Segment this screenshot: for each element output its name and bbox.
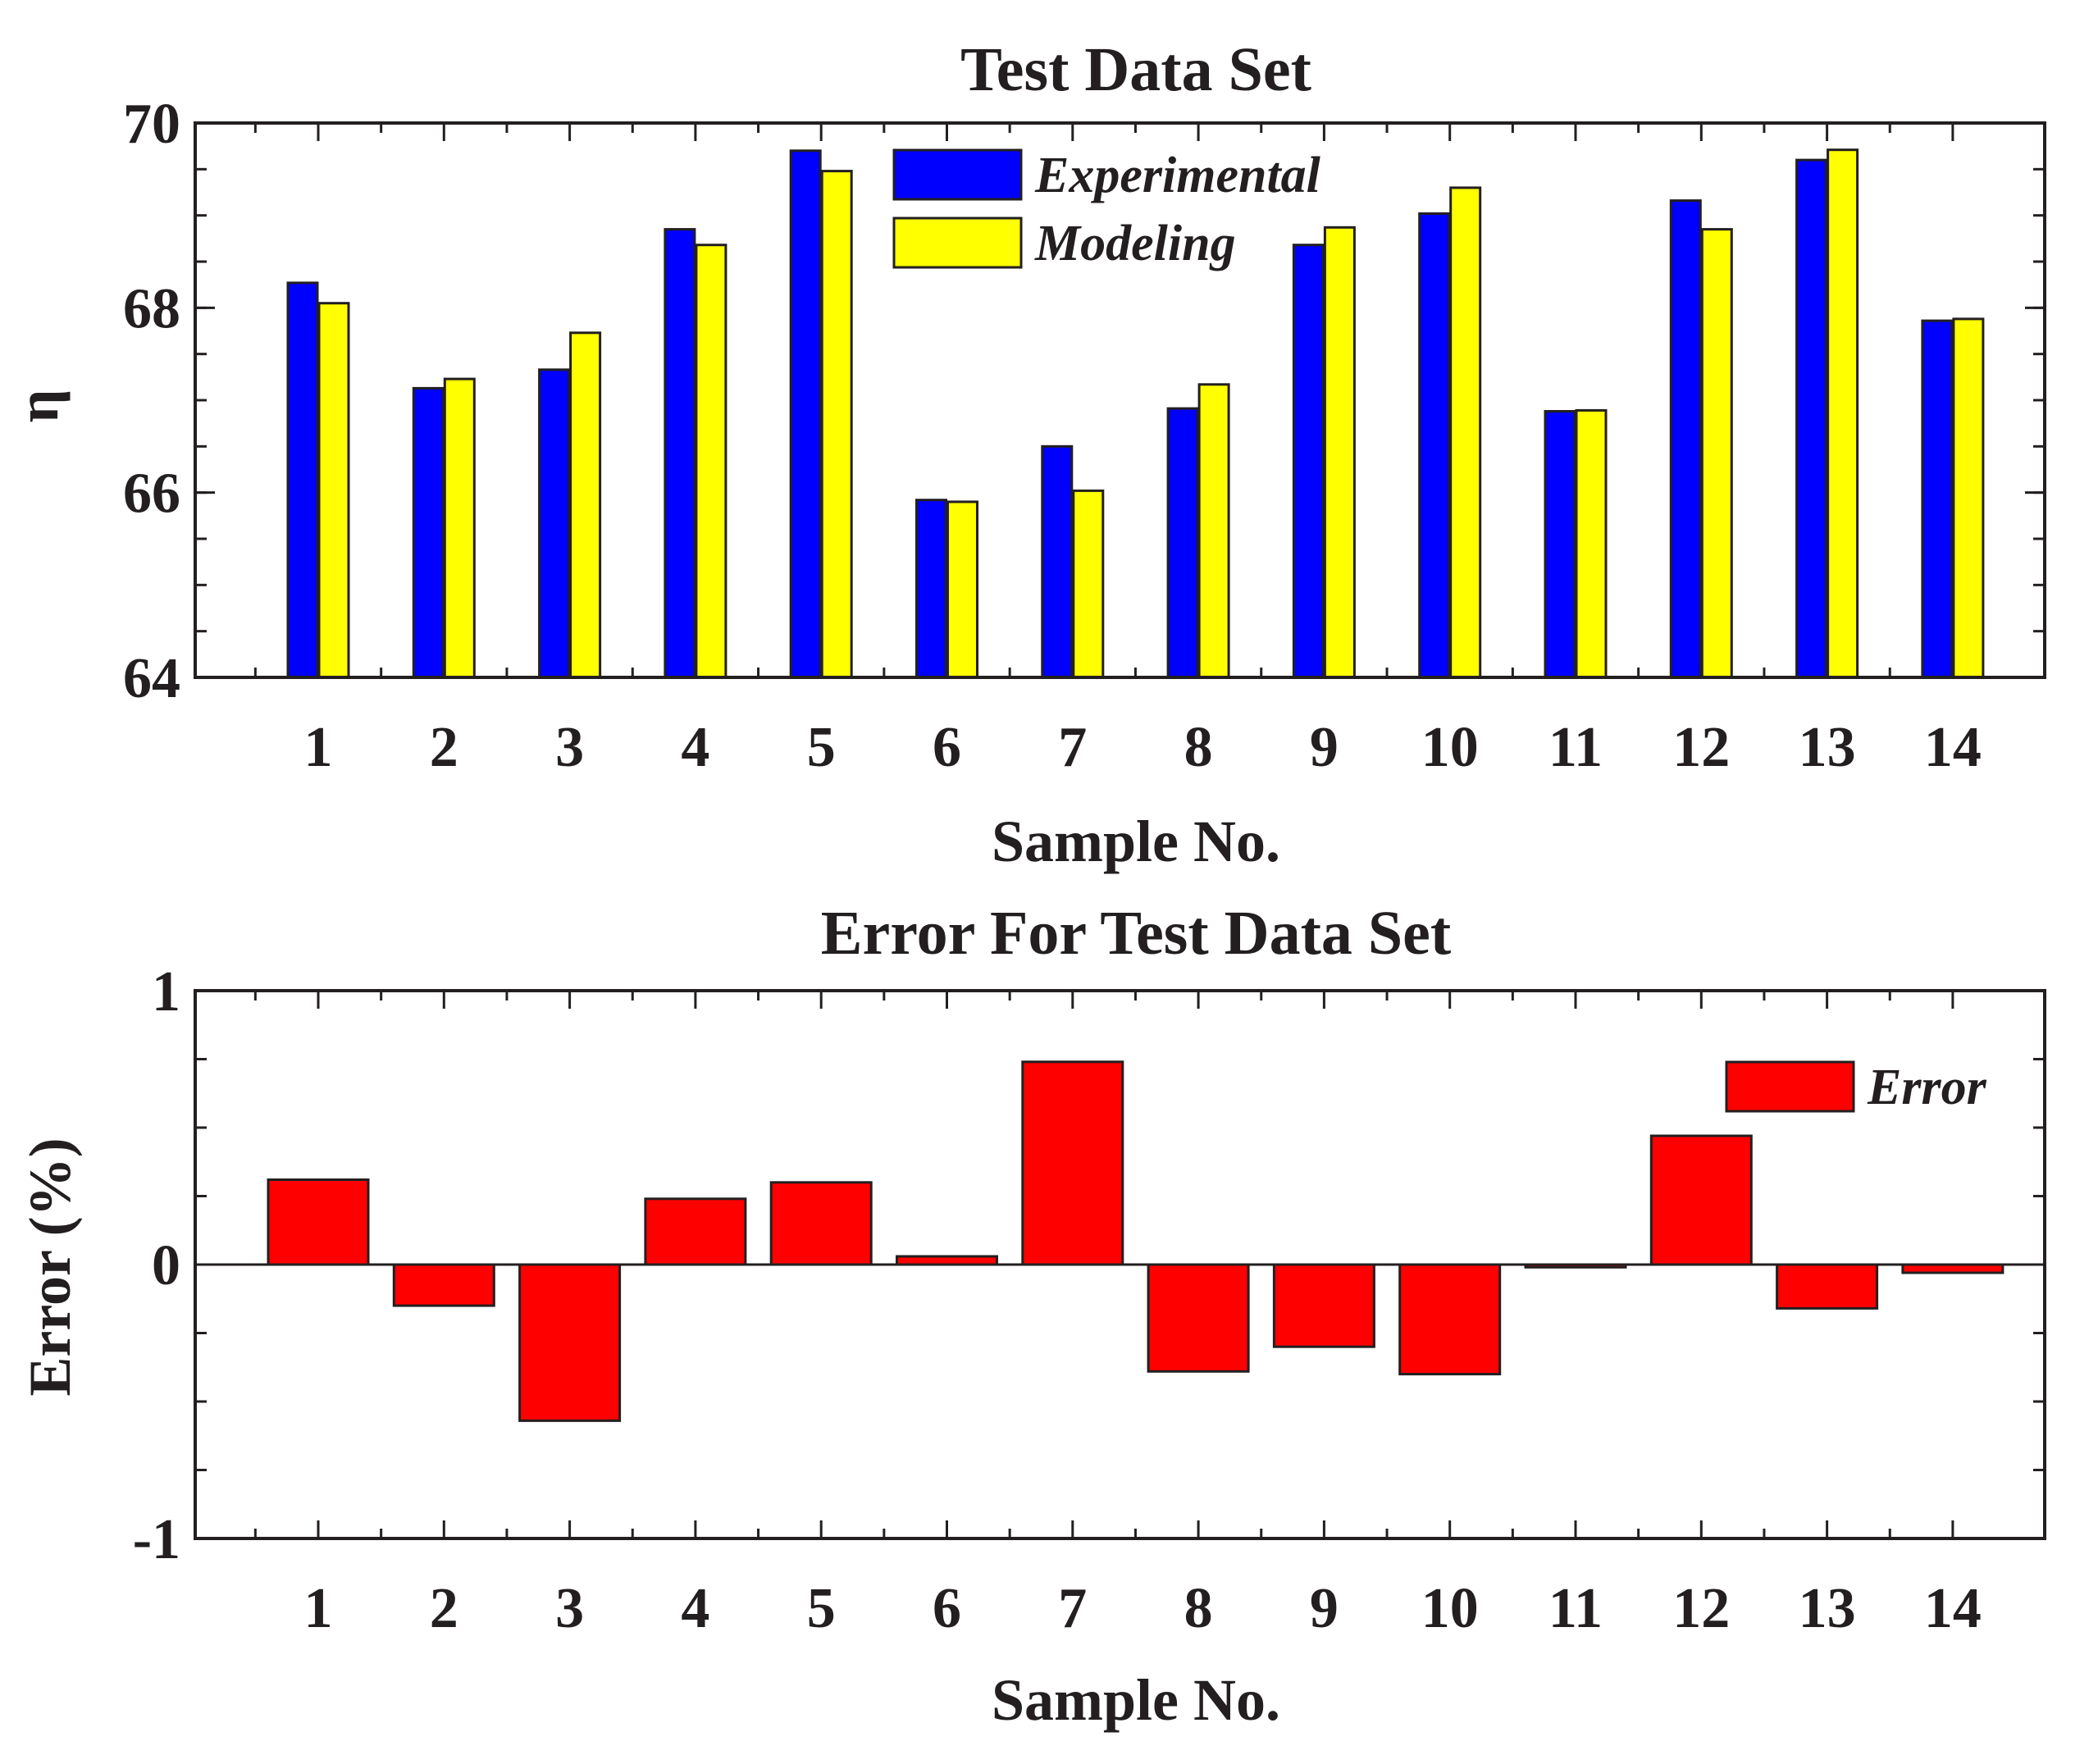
x-tick-label-7: 7 bbox=[1058, 716, 1087, 779]
bar-experimental-9 bbox=[1292, 244, 1325, 679]
y-axis-label: Error (%) bbox=[17, 1137, 83, 1396]
bar-experimental-3 bbox=[538, 368, 571, 679]
x-tick-label-2: 2 bbox=[430, 1577, 458, 1640]
bar-error-3 bbox=[518, 1263, 622, 1422]
bar-modeling-6 bbox=[946, 500, 978, 679]
bar-error-10 bbox=[1398, 1263, 1502, 1376]
bar-error-1 bbox=[267, 1178, 370, 1266]
bar-error-8 bbox=[1147, 1263, 1250, 1373]
x-tick-label-4: 4 bbox=[681, 1577, 709, 1640]
bar-error-5 bbox=[769, 1181, 873, 1266]
bar-error-9 bbox=[1272, 1263, 1375, 1348]
legend-swatch-modeling bbox=[892, 217, 1023, 269]
x-tick-label-6: 6 bbox=[933, 1577, 961, 1640]
bar-modeling-10 bbox=[1449, 186, 1482, 679]
x-tick-label-8: 8 bbox=[1184, 1577, 1213, 1640]
legend: Experimental Modeling bbox=[892, 148, 1321, 271]
bar-error-4 bbox=[644, 1197, 747, 1266]
x-tick-label-11: 11 bbox=[1548, 1577, 1603, 1640]
bar-experimental-1 bbox=[286, 281, 319, 679]
bar-experimental-6 bbox=[915, 499, 947, 679]
bar-modeling-3 bbox=[569, 331, 602, 679]
x-tick-label-1: 1 bbox=[304, 1577, 333, 1640]
y-tick-label-1: 1 bbox=[152, 960, 180, 1023]
x-tick-label-14: 14 bbox=[1924, 716, 1982, 779]
legend-label-error: Error bbox=[1867, 1060, 1987, 1115]
x-tick-label-3: 3 bbox=[555, 716, 584, 779]
bar-modeling-12 bbox=[1700, 228, 1733, 679]
bar-modeling-2 bbox=[443, 377, 476, 679]
bar-modeling-1 bbox=[317, 302, 350, 679]
legend-label-experimental: Experimental bbox=[1034, 148, 1321, 203]
x-tick-label-6: 6 bbox=[933, 716, 961, 779]
bar-modeling-4 bbox=[695, 244, 727, 679]
legend-label-modeling: Modeling bbox=[1034, 216, 1236, 271]
x-tick-label-10: 10 bbox=[1421, 716, 1479, 779]
bar-error-13 bbox=[1776, 1263, 1879, 1310]
bar-error-7 bbox=[1021, 1060, 1124, 1266]
bar-experimental-11 bbox=[1544, 410, 1576, 679]
x-tick-label-14: 14 bbox=[1924, 1577, 1982, 1640]
x-tick-label-4: 4 bbox=[681, 716, 709, 779]
bar-experimental-10 bbox=[1418, 212, 1451, 679]
x-tick-label-12: 12 bbox=[1672, 716, 1730, 779]
x-tick-label-10: 10 bbox=[1421, 1577, 1479, 1640]
y-tick-label-0: 0 bbox=[152, 1234, 180, 1297]
x-tick-label-9: 9 bbox=[1310, 1577, 1339, 1640]
bars bbox=[267, 1060, 2005, 1422]
y-tick-label--1: -1 bbox=[133, 1508, 180, 1571]
x-axis-label: Sample No. bbox=[992, 1667, 1280, 1733]
tick-labels: 1 2 3 4 5 6 7 8 9 10 11 12 13 14-101 bbox=[133, 960, 1982, 1640]
bar-modeling-11 bbox=[1575, 408, 1608, 679]
bar-modeling-13 bbox=[1827, 148, 1859, 679]
y-axis-label: η bbox=[5, 390, 71, 423]
x-tick-label-12: 12 bbox=[1672, 1577, 1730, 1640]
bar-modeling-14 bbox=[1952, 317, 1985, 679]
y-tick-label-66: 66 bbox=[123, 463, 180, 526]
bar-experimental-12 bbox=[1669, 199, 1702, 679]
bar-experimental-8 bbox=[1166, 407, 1199, 679]
bar-error-12 bbox=[1649, 1134, 1753, 1266]
x-axis-label: Sample No. bbox=[992, 809, 1280, 874]
bar-experimental-2 bbox=[412, 386, 445, 679]
chart-title: Error For Test Data Set bbox=[821, 899, 1451, 968]
chart-test-data-set: Test Data Set Sample No. η 1 2 3 4 5 6 7 8 9 10 11… bbox=[5, 35, 2046, 874]
x-tick-label-7: 7 bbox=[1058, 1577, 1087, 1640]
plot-frame bbox=[194, 989, 2046, 1540]
bar-experimental-13 bbox=[1795, 158, 1828, 679]
chart-title: Test Data Set bbox=[960, 35, 1311, 104]
legend-swatch-error bbox=[1725, 1060, 1855, 1113]
x-tick-label-13: 13 bbox=[1799, 716, 1856, 779]
bar-error-2 bbox=[392, 1263, 495, 1307]
bars bbox=[286, 148, 1985, 679]
bar-experimental-14 bbox=[1921, 319, 1954, 679]
plot-frame bbox=[194, 121, 2046, 679]
x-tick-label-5: 5 bbox=[807, 716, 836, 779]
bar-modeling-9 bbox=[1323, 226, 1356, 679]
y-tick-label-70: 70 bbox=[123, 93, 180, 156]
x-tick-label-1: 1 bbox=[304, 716, 333, 779]
y-tick-label-64: 64 bbox=[123, 647, 180, 710]
x-tick-label-2: 2 bbox=[430, 716, 458, 779]
x-tick-label-13: 13 bbox=[1799, 1577, 1856, 1640]
bar-modeling-7 bbox=[1072, 489, 1105, 679]
bar-experimental-4 bbox=[664, 228, 696, 679]
x-tick-label-8: 8 bbox=[1184, 716, 1213, 779]
chart-error-for-test-data-set: Error For Test Data Set Sample No. Error… bbox=[17, 899, 2046, 1733]
bar-experimental-5 bbox=[789, 149, 822, 679]
legend-swatch-experimental bbox=[892, 148, 1023, 201]
bar-experimental-7 bbox=[1041, 444, 1074, 679]
bar-modeling-5 bbox=[820, 170, 853, 679]
legend: Error bbox=[1725, 1060, 1987, 1115]
bar-modeling-8 bbox=[1197, 383, 1230, 679]
x-tick-label-5: 5 bbox=[807, 1577, 836, 1640]
y-tick-label-68: 68 bbox=[123, 277, 180, 340]
x-tick-label-9: 9 bbox=[1310, 716, 1339, 779]
x-tick-label-3: 3 bbox=[555, 1577, 584, 1640]
x-tick-label-11: 11 bbox=[1548, 716, 1603, 779]
